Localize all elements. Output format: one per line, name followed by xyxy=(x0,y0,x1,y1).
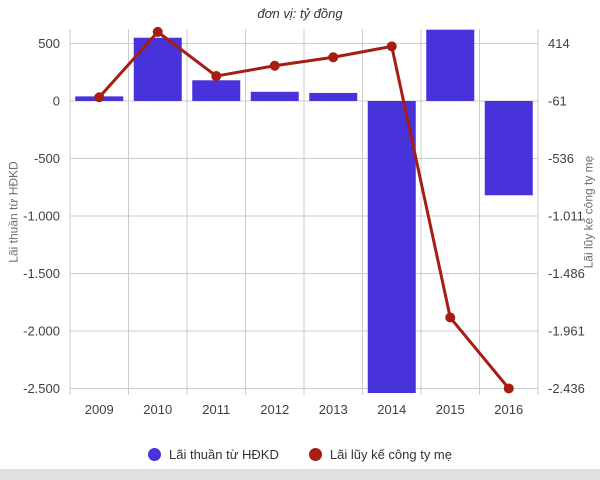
legend: Lãi thuần từ HĐKD Lãi lũy kế công ty mẹ xyxy=(0,441,600,467)
left-tick-label: -1.500 xyxy=(23,266,60,281)
x-axis-label-2013: 2013 xyxy=(319,402,348,417)
bar-2014[interactable] xyxy=(367,100,416,394)
bar-2016[interactable] xyxy=(484,100,533,196)
x-axis-label-2014: 2014 xyxy=(377,402,406,417)
right-tick-label: -2.436 xyxy=(548,381,585,396)
bar-2010[interactable] xyxy=(133,37,182,101)
right-tick-label: -1.011 xyxy=(548,208,584,223)
bar-2011[interactable] xyxy=(192,80,241,101)
legend-item-bar-series[interactable]: Lãi thuần từ HĐKD xyxy=(148,447,279,462)
x-axis-label-2010: 2010 xyxy=(143,402,172,417)
chart-title: đơn vị: tỷ đồng xyxy=(257,6,343,21)
bar-2015[interactable] xyxy=(426,29,475,101)
right-tick-label: -61 xyxy=(548,93,567,108)
x-axis-label-2016: 2016 xyxy=(494,402,523,417)
point-2012[interactable] xyxy=(269,60,280,71)
x-axis-label-2012: 2012 xyxy=(260,402,289,417)
legend-swatch-line xyxy=(308,447,322,461)
point-2011[interactable] xyxy=(211,71,222,82)
legend-label-line: Lãi lũy kế công ty mẹ xyxy=(329,446,452,462)
legend-label-bar: Lãi thuần từ HĐKD xyxy=(169,446,279,462)
right-tick-label: -1.961 xyxy=(548,323,585,338)
bar-2013[interactable] xyxy=(309,92,358,101)
point-2015[interactable] xyxy=(445,312,456,323)
plot-area: 500 0 -500 -1.000 -1.500 -2.000 -2.500 414 -61 -5… xyxy=(23,26,585,417)
left-tick-label: 500 xyxy=(38,36,60,51)
line-series-path xyxy=(98,29,510,390)
point-2009[interactable] xyxy=(94,92,105,103)
left-tick-label: -2.500 xyxy=(23,381,60,396)
x-axis-label-2009: 2009 xyxy=(85,402,114,417)
right-tick-label: -1.486 xyxy=(548,266,585,281)
x-axis-label-2011: 2011 xyxy=(202,402,230,417)
left-tick-label: -500 xyxy=(34,151,60,166)
point-2016[interactable] xyxy=(503,383,514,394)
bar-2012[interactable] xyxy=(250,91,299,101)
left-tick-label: -1.000 xyxy=(23,208,60,223)
legend-item-line-series[interactable]: Lãi lũy kế công ty mẹ xyxy=(308,446,452,462)
point-2013[interactable] xyxy=(328,52,339,63)
bottom-strip xyxy=(0,469,600,480)
point-2010[interactable] xyxy=(152,26,163,37)
right-tick-label: 414 xyxy=(548,36,570,51)
point-2014[interactable] xyxy=(386,41,397,52)
left-tick-label: -2.000 xyxy=(23,323,60,338)
legend-swatch-bar xyxy=(148,447,161,461)
right-tick-label: -536 xyxy=(548,151,574,166)
x-axis-label-2015: 2015 xyxy=(436,402,465,417)
left-tick-label: 0 xyxy=(53,93,60,108)
